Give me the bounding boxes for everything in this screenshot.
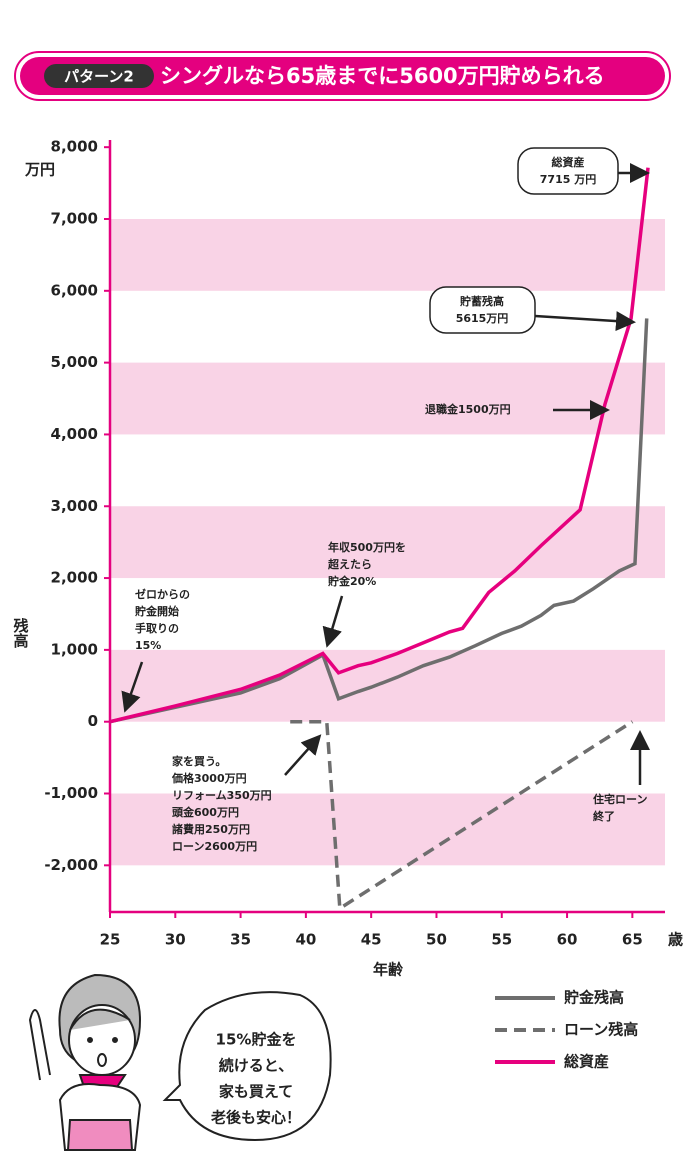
x-tick-label: 35 — [230, 931, 251, 949]
y-tick-label: -2,000 — [44, 856, 98, 874]
annotation-text: 貯金開始 — [135, 604, 179, 618]
y-unit: 万円 — [24, 161, 55, 179]
annotation-arrow — [284, 734, 322, 776]
annotation-arrow — [322, 595, 344, 648]
band — [110, 793, 665, 866]
annotation-text: 終了 — [593, 809, 615, 823]
y-tick-label: 6,000 — [51, 281, 98, 299]
annotation-text: 超えたら — [327, 557, 372, 571]
y-tick-label: 0 — [88, 712, 98, 730]
bands — [110, 218, 665, 866]
annotation-text: 5615万円 — [456, 312, 509, 325]
y-tick-label: 1,000 — [51, 640, 98, 658]
annotation-text: 貯金20% — [328, 574, 376, 588]
y-tick-label: 7,000 — [51, 209, 98, 227]
badge-text: パターン2 — [64, 68, 134, 86]
y-tick-label: -1,000 — [44, 784, 98, 802]
callout-box — [429, 286, 536, 334]
x-unit: 歳 — [668, 931, 683, 949]
annotation-arrow — [121, 661, 144, 713]
x-tick-label: 45 — [361, 931, 382, 949]
annotation-text: 住宅ローン — [593, 792, 647, 806]
y-tick-label: 4,000 — [51, 425, 98, 443]
legend-label: 貯金残高 — [564, 989, 624, 1007]
speech-text: 15%貯金を — [216, 1031, 297, 1049]
annotation-text: 退職金1500万円 — [425, 402, 511, 416]
x-tick-label: 30 — [165, 931, 186, 949]
annotation-text: 15% — [135, 639, 161, 652]
band — [110, 362, 665, 435]
speech-text: 老後も安心！ — [210, 1109, 301, 1127]
annotation-text: 貯蓄残高 — [460, 294, 504, 308]
x-tick-label: 60 — [557, 931, 578, 949]
callout-box — [517, 147, 619, 195]
legend-label: 総資産 — [564, 1053, 609, 1071]
y-axis-label: 残高 — [12, 617, 30, 649]
x-tick-label: 25 — [100, 931, 121, 949]
y-tick-label: 5,000 — [51, 353, 98, 371]
x-tick-label: 55 — [491, 931, 512, 949]
chart-title: シングルなら65歳までに5600万円貯められる — [160, 64, 605, 88]
series-line — [109, 318, 649, 724]
annotation-text: ローン2600万円 — [172, 840, 257, 853]
y-tick-label: 2,000 — [51, 569, 98, 587]
x-tick-label: 40 — [295, 931, 316, 949]
speech-bubble — [162, 991, 332, 1142]
speech-text: 家も買えて — [219, 1083, 293, 1101]
annotation-text: 7715 万円 — [540, 173, 596, 186]
annotation-text: リフォーム350万円 — [172, 789, 272, 802]
series-line — [109, 167, 650, 724]
badge — [44, 64, 154, 88]
y-tick-label: 3,000 — [51, 497, 98, 515]
character — [28, 973, 142, 1151]
legend-label: ローン残高 — [564, 1021, 638, 1039]
x-tick-label: 50 — [426, 931, 447, 949]
annotation-text: 諸費用250万円 — [172, 822, 250, 836]
band — [110, 649, 665, 722]
annotation-text: 価格3000万円 — [171, 771, 247, 785]
annotation-text: 頭金600万円 — [172, 805, 239, 819]
speech-text: 続けると、 — [219, 1057, 293, 1075]
x-axis-label: 年齢 — [373, 961, 404, 979]
annotation-text: ゼロからの — [135, 587, 190, 601]
y-tick-label: 8,000 — [51, 138, 98, 156]
title-banner — [20, 57, 665, 95]
band — [110, 218, 665, 291]
annotation-text: 総資産 — [552, 155, 585, 169]
annotation-text: 年収500万円を — [328, 540, 406, 554]
x-tick-label: 65 — [622, 931, 643, 949]
annotation-arrow — [534, 311, 636, 332]
annotation-text: 手取りの — [135, 621, 179, 635]
annotation-text: 家を買う。 — [172, 754, 226, 768]
